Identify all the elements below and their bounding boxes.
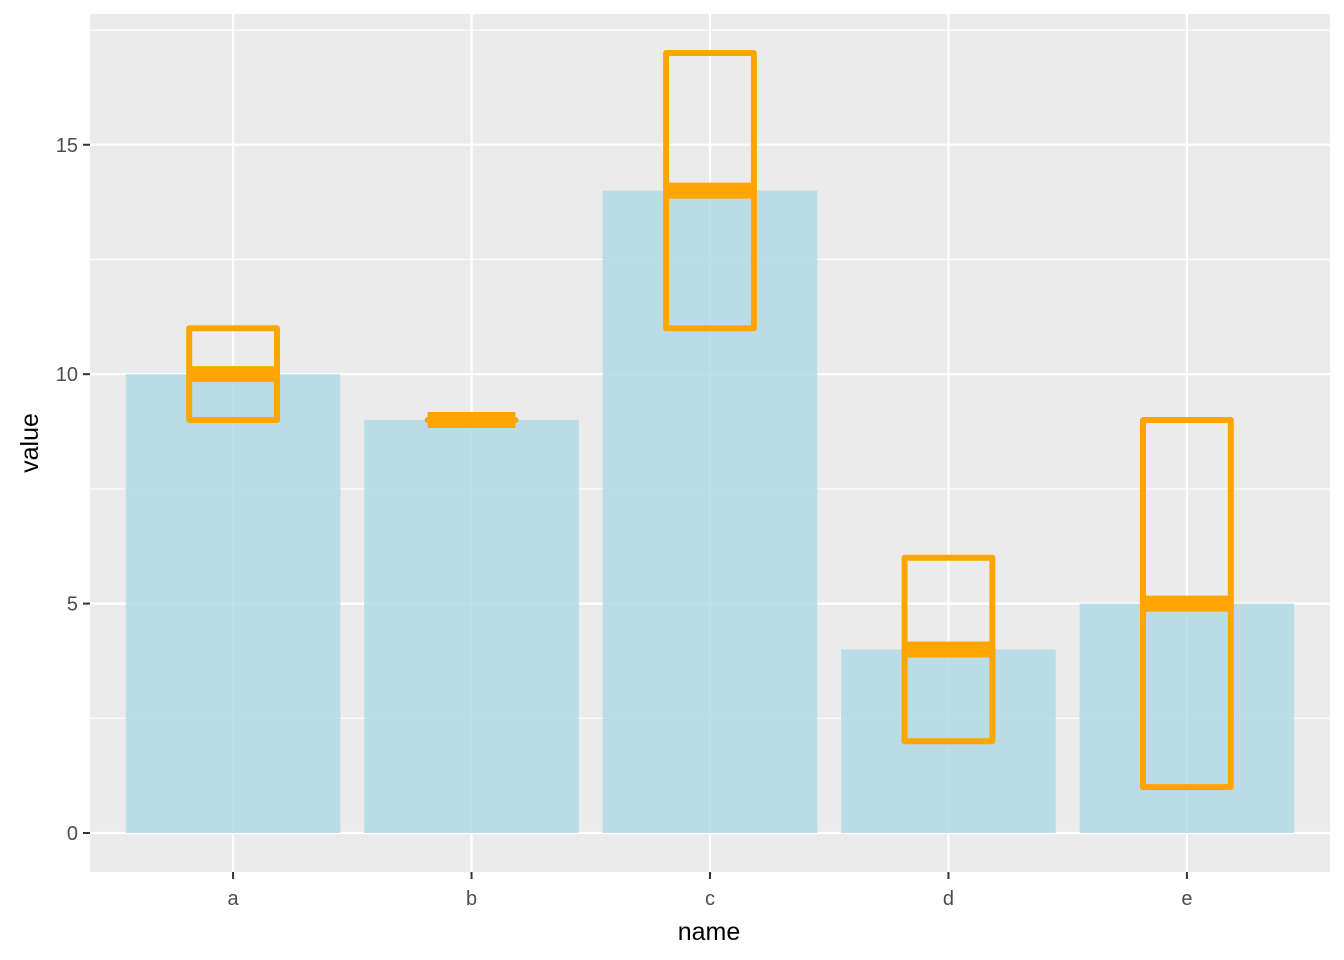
x-tick-label: b xyxy=(466,888,477,910)
x-tick-label: c xyxy=(705,888,715,910)
y-tick-label: 5 xyxy=(67,594,78,616)
y-axis-title: value xyxy=(16,413,44,473)
y-tick-label: 10 xyxy=(56,364,78,386)
y-tick-label: 0 xyxy=(67,823,78,845)
x-axis-title: name xyxy=(678,918,741,946)
y-tick-label: 15 xyxy=(56,135,78,157)
x-tick-label: d xyxy=(943,888,954,910)
bar-a xyxy=(125,374,341,833)
bar-c xyxy=(602,190,818,833)
x-tick-label: a xyxy=(228,888,240,910)
bar-b xyxy=(364,420,579,833)
bars xyxy=(125,190,1295,833)
bar-e xyxy=(1079,603,1295,833)
x-axis: a b c d e xyxy=(228,872,1192,910)
crossbars xyxy=(186,50,1234,791)
x-tick-label: e xyxy=(1181,888,1192,910)
y-axis: 0 5 10 15 xyxy=(56,135,90,845)
